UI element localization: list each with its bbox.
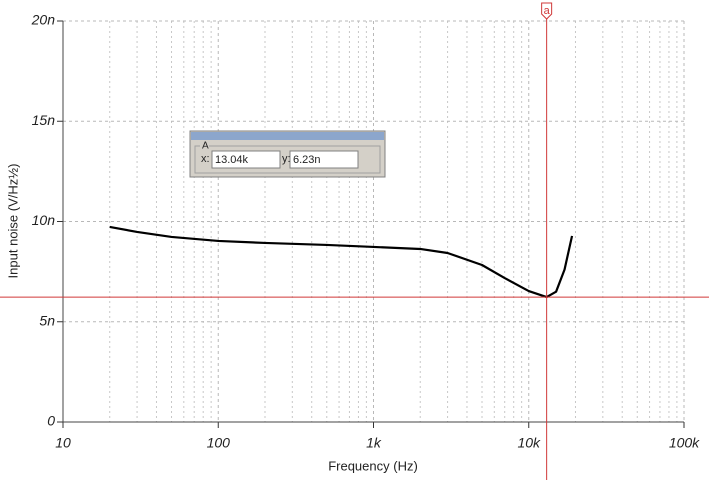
x-tick-label: 100 [207, 435, 231, 451]
panel-title: A [202, 141, 209, 152]
panel-group [194, 145, 381, 174]
cursor-marker [541, 2, 553, 20]
y-tick-label: 5n [39, 312, 55, 328]
y-tick-label: 20n [31, 12, 56, 28]
x-tick-label: 100k [669, 435, 700, 451]
y-tick-label: 15n [32, 112, 56, 128]
x-tick-label: 10 [55, 435, 71, 451]
y-axis-label: Input noise (V/Hz½) [5, 164, 20, 279]
panel-titlebar [191, 132, 384, 140]
x-field-label: x: [201, 153, 210, 165]
y-field-label: y: [282, 153, 291, 165]
x-field [211, 150, 281, 169]
panel-group-label-bg [200, 141, 209, 150]
data-line [109, 225, 574, 299]
x-tick-label: 10k [517, 435, 541, 451]
x-axis-label: Frequency (Hz) [328, 458, 418, 473]
y-field [289, 150, 359, 169]
y-tick-label: 0 [47, 413, 55, 429]
cursor-panel: Ax: 13.04k y: 6.23n [189, 130, 386, 178]
x-field-value: 13.04k [215, 154, 249, 166]
cursor-marker-label: a [544, 5, 551, 17]
y-tick-label: 10n [32, 212, 56, 228]
y-field-value: 6.23n [293, 154, 321, 166]
x-tick-label: 1k [366, 435, 382, 451]
